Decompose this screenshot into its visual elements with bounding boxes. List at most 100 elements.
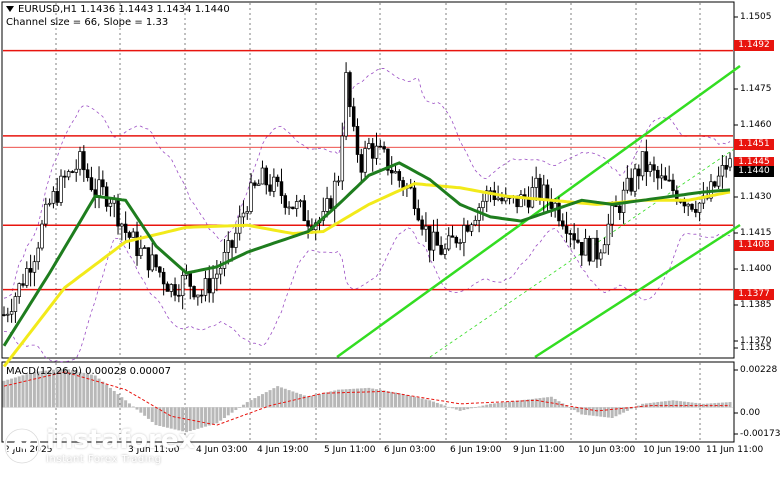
candle-body — [656, 169, 660, 179]
candle-body — [568, 233, 573, 235]
macd-bar — [260, 394, 264, 408]
candle-body — [249, 182, 253, 212]
candle-body — [226, 240, 231, 253]
macd-bar — [416, 397, 420, 408]
candle-body — [40, 223, 44, 249]
price-label: 1.1370 — [740, 336, 772, 346]
macd-bar — [618, 407, 622, 415]
macd-bar — [158, 407, 162, 426]
candle-body — [146, 247, 151, 271]
macd-bar — [200, 407, 204, 428]
macd-bar — [671, 400, 675, 408]
candle-body — [188, 273, 193, 287]
candle-body — [637, 168, 641, 177]
candle-body — [9, 311, 14, 315]
candle-body — [25, 268, 29, 286]
macd-bar — [443, 405, 447, 408]
candle-body — [412, 187, 417, 209]
candle-body — [78, 151, 82, 170]
macd-bar — [276, 386, 280, 408]
candle-body — [359, 154, 364, 173]
macd-bar — [154, 407, 158, 426]
candle-body — [473, 219, 478, 226]
candle-body — [123, 223, 128, 233]
candle-body — [74, 168, 78, 173]
macd-bar — [325, 392, 329, 408]
macd-bar — [108, 387, 112, 408]
candle-body — [139, 247, 143, 257]
candle-body — [519, 194, 523, 208]
candle-body — [116, 198, 120, 227]
candle-body — [108, 202, 113, 207]
macd-bar — [169, 407, 173, 429]
candle-body — [583, 238, 588, 256]
candle-body — [44, 203, 48, 225]
candle-body — [599, 252, 603, 260]
candle-body — [644, 151, 649, 173]
candle-body — [203, 278, 208, 296]
macd-bar — [230, 407, 234, 413]
macd-bar — [409, 395, 413, 408]
macd-bar — [481, 405, 485, 408]
macd-bar — [21, 375, 25, 408]
macd-bar — [462, 407, 466, 411]
candles — [2, 62, 732, 323]
instaforex-mark-icon — [3, 427, 41, 465]
candle-body — [667, 179, 671, 182]
candle-body — [503, 197, 508, 202]
candle-body — [340, 135, 345, 182]
macd-bar — [196, 407, 200, 429]
candle-body — [222, 251, 227, 269]
candle-body — [150, 254, 154, 271]
macd-bar — [70, 370, 74, 408]
bollinger-lower — [3, 227, 731, 363]
macd-bar — [542, 397, 546, 408]
macd-bar — [603, 407, 607, 418]
macd-bar — [663, 401, 667, 408]
collapse-triangle-icon[interactable] — [6, 6, 14, 12]
candle-body — [595, 237, 599, 260]
price-axis-ticks — [734, 16, 738, 435]
macd-bar — [477, 406, 481, 408]
macd-bar — [591, 407, 595, 416]
macd-bar — [333, 390, 337, 408]
time-label: 6 Jun 03:00 — [384, 445, 436, 455]
macd-bar — [584, 407, 588, 415]
macd-bar — [264, 392, 268, 408]
macd-bar — [660, 401, 664, 408]
candle-body — [272, 176, 276, 192]
macd-bar — [6, 379, 10, 408]
macd-bar — [622, 407, 626, 413]
candle-body — [97, 179, 101, 196]
level-badge-1445: 1.1445 — [734, 157, 774, 168]
current-price-badge: 1.1440 — [734, 166, 774, 177]
macd-bar — [595, 407, 599, 417]
macd-bar — [222, 407, 226, 418]
candle-body — [652, 164, 656, 171]
macd-bar — [599, 407, 603, 417]
bollinger-upper — [3, 68, 731, 299]
channel-upper — [336, 64, 741, 359]
macd-bar — [724, 402, 728, 408]
macd-bar — [405, 394, 409, 408]
macd-bar — [344, 389, 348, 408]
macd-bar — [112, 390, 116, 408]
candle-body — [177, 294, 181, 297]
macd-bar — [565, 405, 569, 408]
macd-bar — [177, 407, 181, 431]
candle-body — [230, 240, 234, 248]
macd-bar — [633, 407, 637, 408]
time-label: 3 Jun 11:00 — [128, 445, 180, 455]
candle-body — [431, 231, 436, 251]
candle-body — [59, 175, 63, 203]
macd-bar — [355, 388, 359, 408]
macd-bar — [470, 407, 474, 409]
time-label: 10 Jun 19:00 — [643, 445, 701, 455]
candle-body — [275, 176, 280, 183]
candle-body — [465, 225, 470, 232]
price-label: 1.1475 — [740, 84, 772, 94]
macd-bar — [203, 407, 207, 427]
macd-bar — [420, 398, 424, 408]
macd-bar — [580, 407, 584, 415]
